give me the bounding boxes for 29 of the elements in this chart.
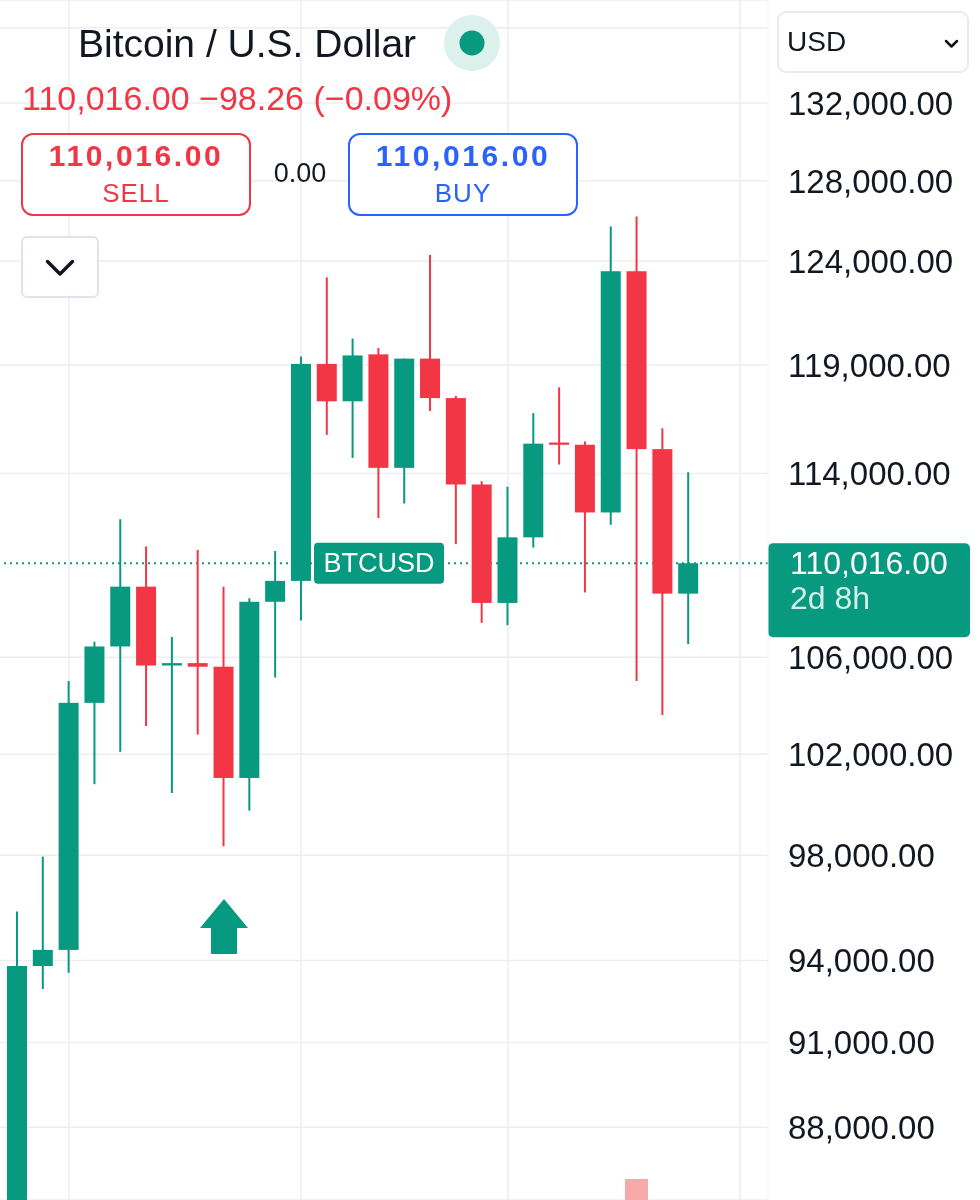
y-tick-label: 88,000.00 — [788, 1108, 935, 1146]
y-tick-label: 98,000.00 — [788, 837, 935, 875]
y-tick-label: 94,000.00 — [788, 942, 935, 980]
annotation: 110,016.00 — [47, 139, 225, 172]
candlestick — [265, 550, 286, 679]
y-tick-label: 124,000.00 — [788, 242, 954, 280]
buy-button: 110,016.00 BUY — [348, 133, 578, 216]
text: Bitcoin / U.S. Dollar — [78, 22, 417, 65]
candlestick — [161, 635, 182, 794]
text: 2d 8h — [790, 580, 871, 617]
candlestick — [32, 855, 53, 990]
y-tick-label: 106,000.00 — [788, 638, 954, 676]
candlestick — [549, 386, 570, 466]
text: 110,016.00 — [790, 545, 948, 582]
ref-line-label: BTCUSD — [323, 548, 435, 579]
y-tick-label: 102,000.00 — [788, 736, 954, 774]
y-tick-label: 91,000.00 — [788, 1024, 935, 1062]
y-tick-label: 132,000.00 — [788, 84, 954, 122]
y-tick-label: 114,000.00 — [788, 455, 951, 493]
annotation: BUY — [433, 178, 493, 208]
text: 110,016.00 −98.26 (−0.09%) — [22, 79, 453, 117]
annotation: 0.00 — [272, 158, 328, 188]
annotation: 110,016.00 — [374, 139, 552, 172]
y-tick-label: 119,000.00 — [788, 346, 951, 384]
y-tick-label: 128,000.00 — [788, 162, 954, 200]
candlestick — [187, 548, 208, 736]
annotation: SELL — [101, 178, 171, 208]
sell-button: 110,016.00 SELL — [21, 133, 251, 216]
currency-dropdown: USD — [777, 11, 969, 73]
